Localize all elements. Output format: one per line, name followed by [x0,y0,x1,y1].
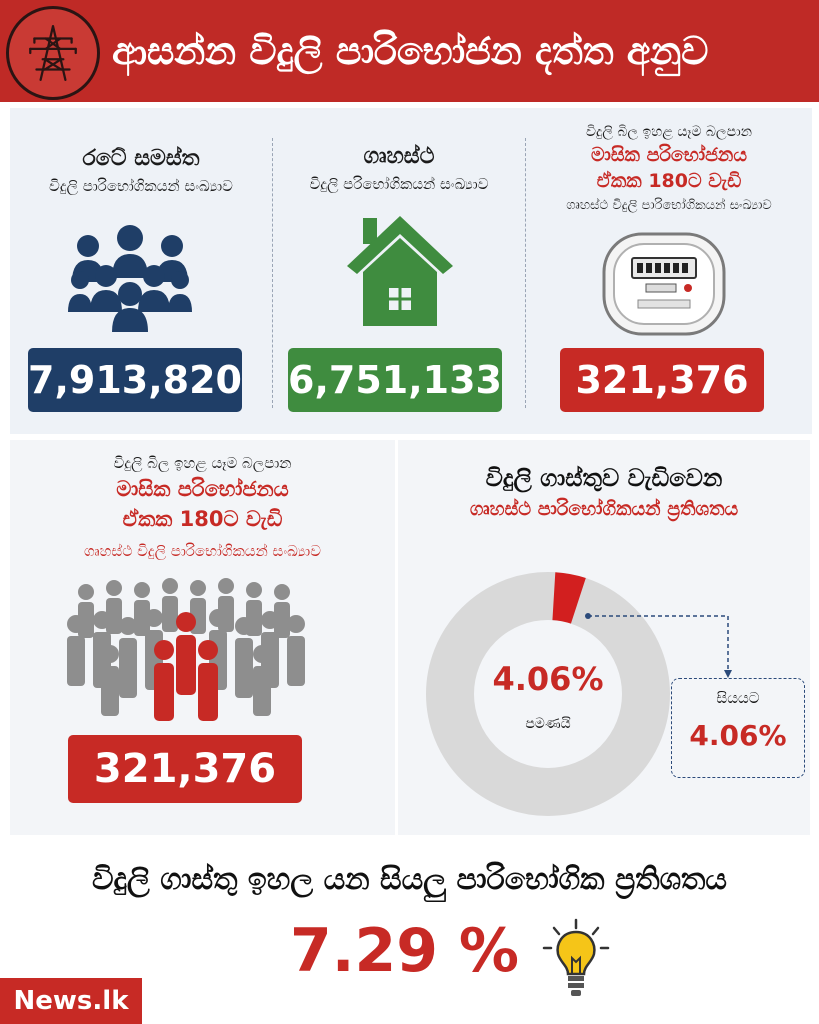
header-banner: ආසන්න විදුලි පාරිභෝජන දත්ත අනුව [0,0,819,102]
donut-chart: 4.06% පමණයි [426,572,670,816]
card-line1: විදුලි බිල ඉහළ යෑම බලපාන [585,124,753,140]
crowd-line1: විදුලි බිල ඉහළ යෑම බලපාන [113,454,292,472]
donut-panel: විදුලි ගාස්තුව වැඩිවෙන ගෘහස්ථ පාරිභෝගිකය… [398,440,810,835]
footer-title: විදුලි ගාස්තු ඉහල යන සියලු පාරිභෝගික ප්‍… [91,862,727,897]
household-consumers-value: 6,751,133 [288,348,502,412]
brand-badge: News.lk [0,978,142,1024]
summary-panel: රටේ සමස්ත විදුලි පාරිභෝගිකයන් සංඛ්‍යාව 7… [10,108,812,434]
crowd-value: 321,376 [68,735,302,803]
donut-rest-segment [426,572,670,816]
crowd-line2: මාසික පරිභෝජනය [116,477,289,501]
high-usage-consumers-card: විදුලි බිල ඉහළ යෑම බලපාන මාසික පරිභෝජනය … [526,108,812,434]
donut-center-value: 4.06% [492,660,603,698]
people-group-icon [68,222,192,336]
callout-value: 4.06% [689,719,787,752]
total-consumers-card: රටේ සමස්ත විදුලි පාරිභෝගිකයන් සංඛ්‍යාව 7… [10,108,272,434]
card-line3: ඒකක 180ට වැඩි [596,170,742,192]
card-line2: මාසික පරිභෝජනය [590,144,748,166]
lightbulb-icon [542,918,610,1004]
footer-percentage: 7.29 % [290,916,520,986]
crowd-line4: ගෘහස්ථ විදුලි පාරිභෝගිකයන් සංඛ්‍යාව [83,542,322,560]
high-usage-consumers-value: 321,376 [560,348,764,412]
crowd-line3: ඒකක 180ට වැඩි [122,507,283,531]
total-consumers-value: 7,913,820 [28,348,242,412]
page-title: ආසන්න විදුලි පාරිභෝජන දත්ත අනුව [112,29,709,73]
card-subtitle: විදුලි පාරිභෝගිකයන් සංඛ්‍යාව [49,177,233,195]
house-icon [345,214,455,332]
electric-meter-icon [602,232,726,340]
power-tower-icon [6,6,100,100]
donut-subtitle: ගෘහස්ථ පාරිභෝගිකයන් ප්‍රතිශතය [469,498,739,520]
card-title: ගෘහස්ථ [363,144,435,169]
donut-center-label: පමණයි [525,716,571,732]
card-line4: ගෘහස්ථ විදුලි පාරිභෝගිකයන් සංඛ්‍යාව [566,198,772,213]
divider [272,138,273,408]
crowd-icon [66,578,306,726]
callout-box: සියයට 4.06% [671,678,805,778]
card-title: රටේ සමස්ත [82,146,200,171]
donut-title: විදුලි ගාස්තුව වැඩිවෙන [485,464,723,492]
donut-highlight-segment [551,572,586,624]
household-consumers-card: ගෘහස්ථ විදුලි පරිභෝගිකයන් සංඛ්‍යාව 6,751… [273,108,525,434]
crowd-panel: විදුලි බිල ඉහළ යෑම බලපාන මාසික පරිභෝජනය … [10,440,395,835]
callout-label: සියයට [716,689,760,707]
divider [525,138,526,408]
card-subtitle: විදුලි පරිභෝගිකයන් සංඛ්‍යාව [309,175,489,193]
